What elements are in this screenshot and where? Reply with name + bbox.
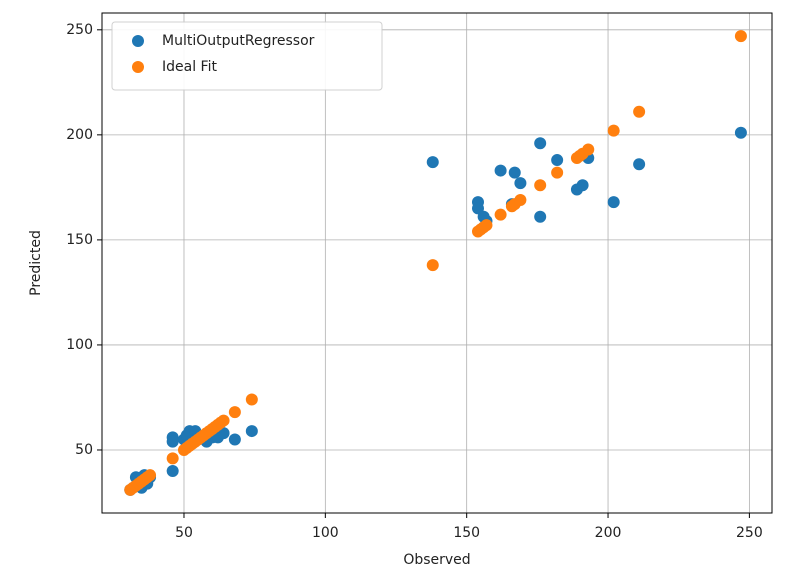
x-tick-label: 150 [453,525,480,541]
point [471,202,484,215]
point [245,393,258,406]
point [551,166,564,179]
point [217,427,230,440]
y-tick-label: 200 [66,127,93,143]
point [534,179,547,192]
point [166,464,179,477]
point [734,30,747,43]
point [228,406,241,419]
point [144,469,157,482]
plot-frame [101,12,773,514]
point [576,179,589,192]
point [166,452,179,465]
legend-marker [132,35,144,47]
x-tick-label: 50 [175,525,193,541]
y-tick-label: 150 [66,232,93,248]
point [166,435,179,448]
point [607,196,620,209]
point [480,219,493,232]
point [245,425,258,438]
point [494,164,507,177]
point [734,126,747,139]
point [514,193,527,206]
x-tick-label: 100 [312,525,339,541]
point [551,154,564,167]
y-tick-label: 250 [66,22,93,38]
point [607,124,620,137]
point [514,177,527,190]
point [494,208,507,221]
legend-marker [132,61,144,73]
point [228,433,241,446]
point [508,166,521,179]
point [426,259,439,272]
y-tick-label: 50 [75,442,93,458]
point [582,143,595,156]
legend-box [111,21,383,91]
point [633,105,646,118]
x-tick-label: 200 [595,525,622,541]
x-axis-label: Observed [403,552,470,568]
point [217,414,230,427]
point [534,210,547,223]
point [534,137,547,150]
x-tick-label: 250 [736,525,763,541]
y-axis-label: Predicted [28,230,44,296]
point [633,158,646,171]
legend-label: MultiOutputRegressor [162,33,315,49]
legend-label: Ideal Fit [162,59,217,75]
point [426,156,439,169]
y-tick-label: 100 [66,337,93,353]
